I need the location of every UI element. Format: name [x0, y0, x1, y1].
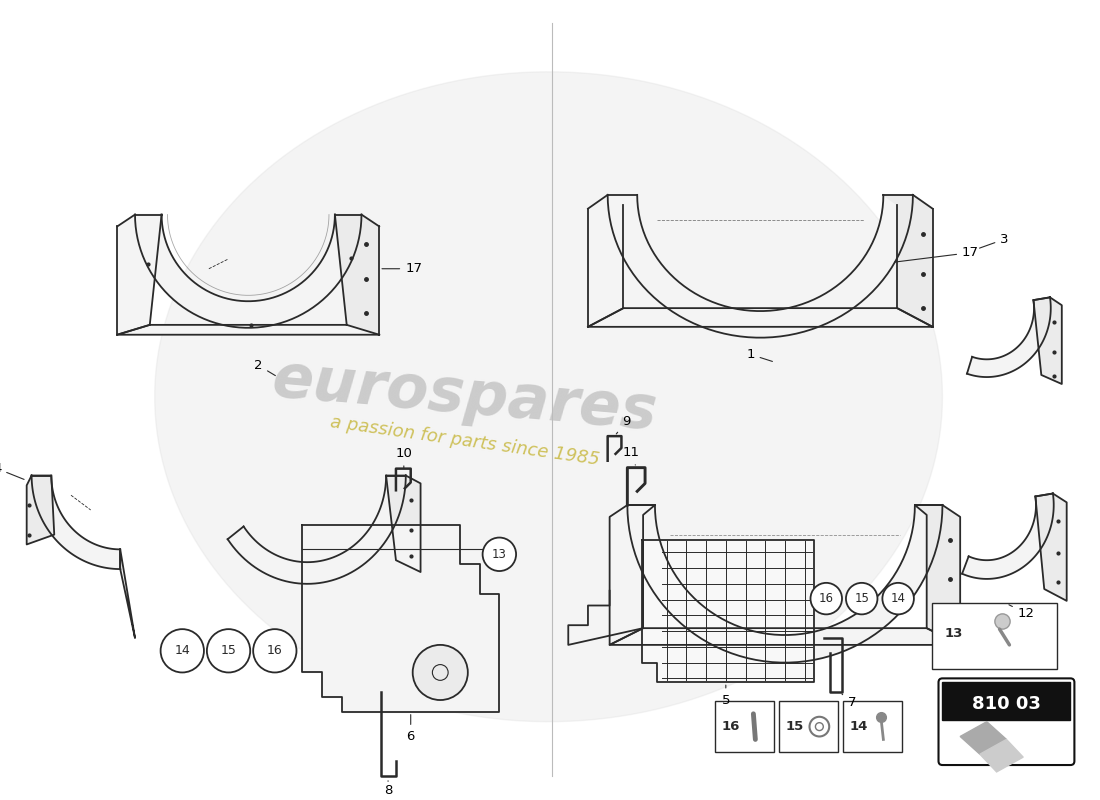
- Text: 3: 3: [979, 233, 1009, 248]
- Text: 17: 17: [382, 262, 422, 275]
- Text: 15: 15: [221, 644, 236, 658]
- Polygon shape: [334, 214, 379, 334]
- Text: 14: 14: [175, 644, 190, 658]
- Text: 1: 1: [746, 348, 772, 362]
- Polygon shape: [1033, 298, 1062, 384]
- Polygon shape: [135, 214, 362, 328]
- Polygon shape: [607, 195, 913, 338]
- Text: 14: 14: [850, 720, 868, 733]
- Circle shape: [811, 583, 842, 614]
- Text: a passion for parts since 1985: a passion for parts since 1985: [329, 414, 601, 469]
- Circle shape: [161, 629, 204, 673]
- Polygon shape: [588, 195, 637, 327]
- Circle shape: [882, 583, 914, 614]
- FancyBboxPatch shape: [779, 701, 838, 752]
- Text: 810 03: 810 03: [972, 695, 1041, 713]
- Polygon shape: [386, 475, 420, 572]
- Text: 16: 16: [722, 720, 740, 733]
- Circle shape: [846, 583, 878, 614]
- Text: 9: 9: [616, 415, 630, 434]
- Text: 11: 11: [623, 446, 640, 465]
- Text: eurospares: eurospares: [270, 350, 660, 443]
- FancyBboxPatch shape: [938, 678, 1075, 765]
- FancyBboxPatch shape: [843, 701, 902, 752]
- Text: 13: 13: [945, 626, 962, 639]
- Polygon shape: [228, 475, 406, 584]
- Polygon shape: [642, 539, 814, 682]
- Circle shape: [412, 645, 468, 700]
- Text: 6: 6: [407, 714, 415, 743]
- Polygon shape: [943, 682, 1070, 720]
- Text: 15: 15: [785, 720, 804, 733]
- Circle shape: [483, 538, 516, 571]
- Polygon shape: [302, 525, 499, 712]
- Polygon shape: [967, 298, 1050, 377]
- Text: 10: 10: [395, 447, 412, 469]
- Text: 17: 17: [894, 246, 979, 262]
- FancyBboxPatch shape: [932, 602, 1057, 669]
- Text: 16: 16: [267, 644, 283, 658]
- Circle shape: [207, 629, 250, 673]
- Text: 16: 16: [818, 592, 834, 605]
- Polygon shape: [627, 505, 943, 662]
- Text: 13: 13: [492, 548, 507, 561]
- Polygon shape: [609, 628, 960, 645]
- Text: 15: 15: [855, 592, 869, 605]
- Polygon shape: [120, 550, 135, 638]
- FancyBboxPatch shape: [715, 701, 774, 752]
- Polygon shape: [118, 325, 380, 334]
- Text: 2: 2: [254, 358, 275, 376]
- Text: 8: 8: [384, 781, 393, 797]
- Text: 12: 12: [1009, 605, 1035, 620]
- Polygon shape: [588, 308, 933, 327]
- Polygon shape: [883, 195, 933, 327]
- Polygon shape: [32, 475, 120, 569]
- Polygon shape: [609, 505, 654, 645]
- Text: 7: 7: [842, 694, 856, 709]
- Polygon shape: [980, 739, 1023, 772]
- Polygon shape: [26, 475, 54, 545]
- Text: 14: 14: [891, 592, 905, 605]
- Polygon shape: [960, 722, 1006, 754]
- Polygon shape: [1035, 494, 1067, 601]
- Polygon shape: [118, 214, 162, 334]
- Polygon shape: [962, 494, 1054, 579]
- Circle shape: [253, 629, 297, 673]
- Text: 5: 5: [722, 685, 730, 706]
- Text: 4: 4: [0, 462, 24, 479]
- Polygon shape: [155, 72, 943, 722]
- Polygon shape: [915, 505, 960, 645]
